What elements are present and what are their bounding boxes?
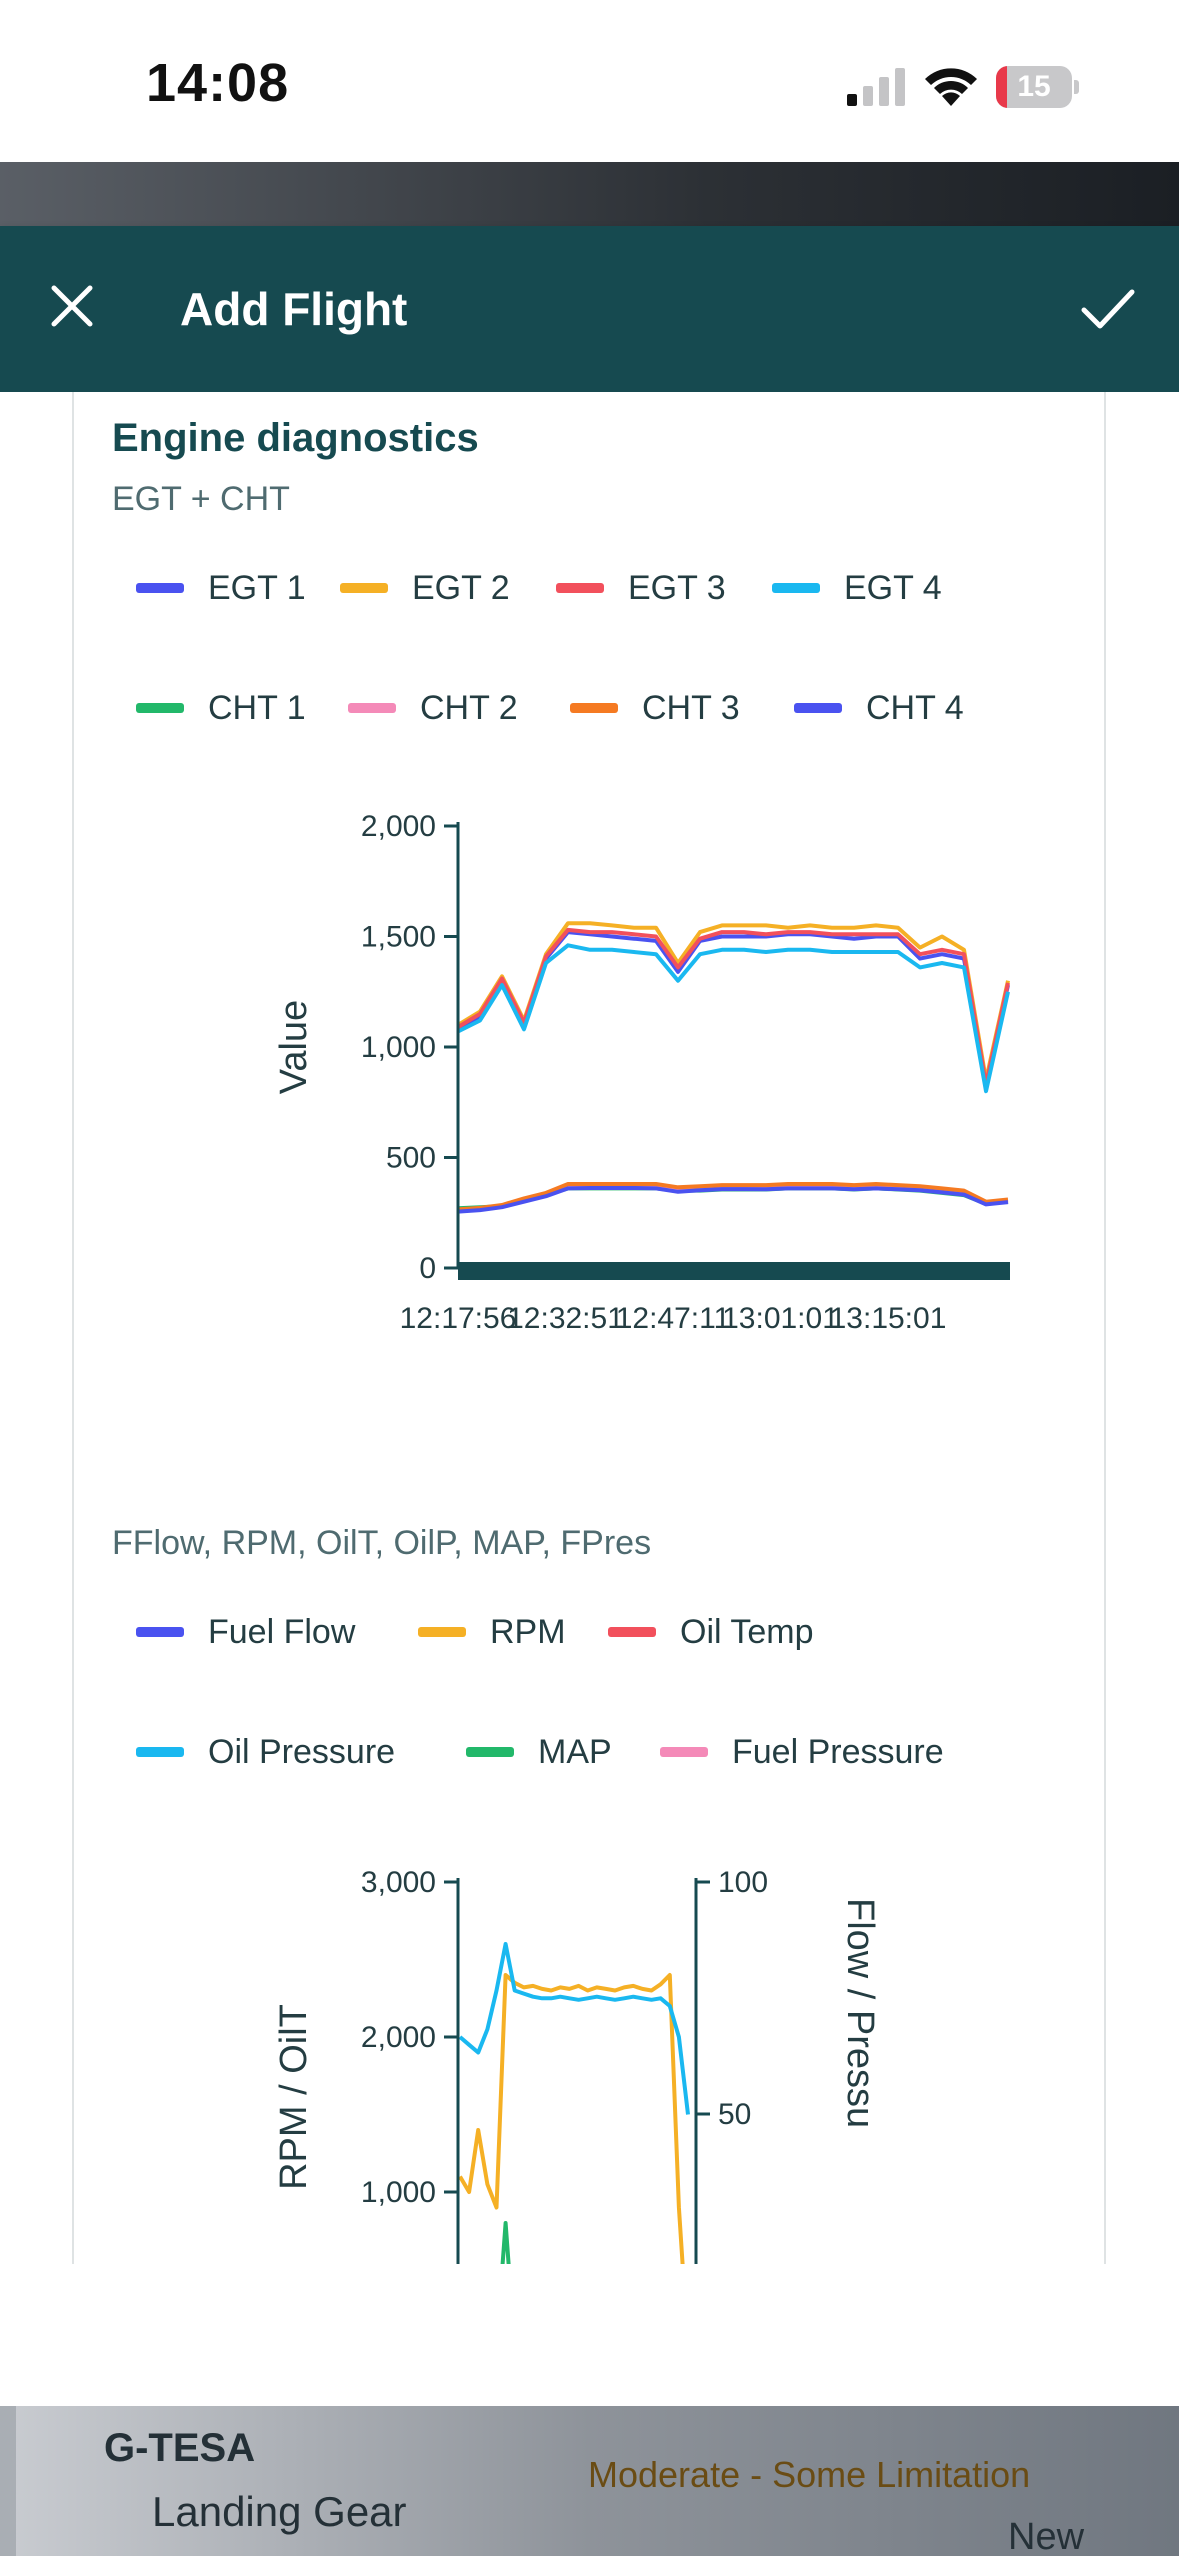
engine-parameters-chart: 1,000 2,000 3,000 50 100 RPM / OilT Flow / Pre… (273, 1866, 881, 2264)
bottom-spacer (0, 2264, 1179, 2406)
y-tick-label: 1,000 (361, 2176, 436, 2209)
legend-label: Fuel Pressure (732, 1732, 944, 1771)
legend-label: EGT 4 (844, 568, 942, 607)
series-line-egt-2 (456, 921, 1010, 1083)
app-header: Add Flight (0, 226, 1179, 392)
series-line-egt-4 (457, 943, 1010, 1094)
battery-icon: 15 (996, 66, 1080, 108)
legend-item-egt4[interactable]: EGT 4 (772, 566, 942, 610)
legend-label: Oil Temp (680, 1612, 814, 1651)
legend-item-oil-temp[interactable]: Oil Temp (608, 1610, 814, 1654)
legend-label: Oil Pressure (208, 1732, 396, 1771)
legend-item-cht1[interactable]: CHT 1 (136, 686, 306, 730)
page-title: Add Flight (180, 283, 408, 335)
series-line-cht-4 (457, 1186, 1009, 1214)
y-tick-label: 1,000 (361, 1031, 436, 1064)
y-axis-title-right: Flow / Pressu (839, 1898, 881, 2128)
series-line-egt-1 (456, 930, 1010, 1089)
defect-item: Landing Gear (152, 2488, 407, 2535)
legend-label: EGT 3 (628, 568, 726, 607)
status-badge: New (1008, 2516, 1085, 2556)
y-tick-label: 2,000 (361, 810, 436, 843)
legend-label: CHT 4 (866, 688, 964, 727)
legend-label: CHT 1 (208, 688, 306, 727)
y-tick-label: 0 (419, 1252, 436, 1285)
background-list-row: G-TESA Moderate - Some Limitation Landin… (0, 2406, 1179, 2556)
legend-label: CHT 2 (420, 688, 518, 727)
y-tick-label-right: 50 (718, 2098, 751, 2131)
aircraft-registration: G-TESA (104, 2426, 256, 2470)
backdrop-strip (0, 162, 1179, 228)
close-button[interactable] (36, 270, 108, 342)
legend-item-cht4[interactable]: CHT 4 (794, 686, 964, 730)
legend-item-egt3[interactable]: EGT 3 (556, 566, 726, 610)
section-title: Engine diagnostics (112, 416, 479, 460)
y-tick-label: 500 (386, 1142, 436, 1175)
defect-status: Moderate - Some Limitation (588, 2454, 1031, 2495)
status-time: 14:08 (146, 53, 290, 113)
close-icon (51, 285, 93, 327)
battery-level: 15 (1017, 70, 1051, 103)
y-axis-title-left: RPM / OilT (273, 2004, 315, 2190)
chart2-subtitle: FFlow, RPM, OilT, OilP, MAP, FPres (112, 1524, 652, 1562)
x-tick-label: 12:47:11 (616, 1302, 731, 1335)
series-line-egt-3 (456, 927, 1010, 1087)
legend-label: CHT 3 (642, 688, 740, 727)
x-tick-label: 12:32:51 (507, 1302, 624, 1335)
y-axis-title: Value (273, 1000, 315, 1094)
confirm-button[interactable] (1070, 270, 1146, 346)
legend-item-egt2[interactable]: EGT 2 (340, 566, 510, 610)
engine-diagnostics-card: Engine diagnostics EGT + CHT EGT 1 EGT 2… (72, 392, 1106, 2264)
series-line-cht-3 (457, 1182, 1009, 1212)
legend-item-fuel-flow[interactable]: Fuel Flow (136, 1610, 355, 1654)
series-line-rpm (458, 1973, 685, 2264)
legend-label: MAP (538, 1732, 612, 1771)
y-tick-label-right: 100 (718, 1866, 768, 1899)
legend-item-cht2[interactable]: CHT 2 (348, 686, 518, 730)
x-axis-bar (458, 1262, 1010, 1280)
chart1-subtitle: EGT + CHT (112, 480, 290, 518)
legend-item-cht3[interactable]: CHT 3 (570, 686, 740, 730)
legend-item-fuel-pressure[interactable]: Fuel Pressure (660, 1730, 944, 1774)
x-tick-label: 13:01:01 (722, 1302, 839, 1335)
legend-label: RPM (490, 1612, 566, 1651)
legend-item-rpm[interactable]: RPM (418, 1610, 566, 1654)
egt-cht-chart: 0 500 1,000 1,500 2,000 12:17:5612:32:5112:47… (273, 810, 1010, 1335)
legend-label: Fuel Flow (208, 1612, 356, 1651)
series-line-map (500, 2221, 511, 2264)
wifi-icon (925, 68, 977, 106)
y-tick-label: 1,500 (361, 921, 436, 954)
x-tick-label: 12:17:56 (400, 1302, 517, 1335)
legend-item-oil-pressure[interactable]: Oil Pressure (136, 1730, 395, 1774)
series-line-oil-pressure (458, 1942, 690, 2115)
y-tick-label: 2,000 (361, 2021, 436, 2054)
legend-item-map[interactable]: MAP (466, 1730, 612, 1774)
legend-label: EGT 1 (208, 568, 306, 607)
scroll-content[interactable]: Engine diagnostics EGT + CHT EGT 1 EGT 2… (0, 392, 1179, 2264)
legend-item-egt1[interactable]: EGT 1 (136, 566, 306, 610)
x-tick-label: 13:15:01 (830, 1302, 947, 1335)
checkmark-icon (1081, 289, 1135, 329)
y-tick-label: 3,000 (361, 1866, 436, 1899)
status-bar: 14:08 15 (0, 0, 1179, 162)
cellular-signal-icon (847, 68, 905, 106)
legend-label: EGT 2 (412, 568, 510, 607)
battery-fill (996, 66, 1008, 108)
